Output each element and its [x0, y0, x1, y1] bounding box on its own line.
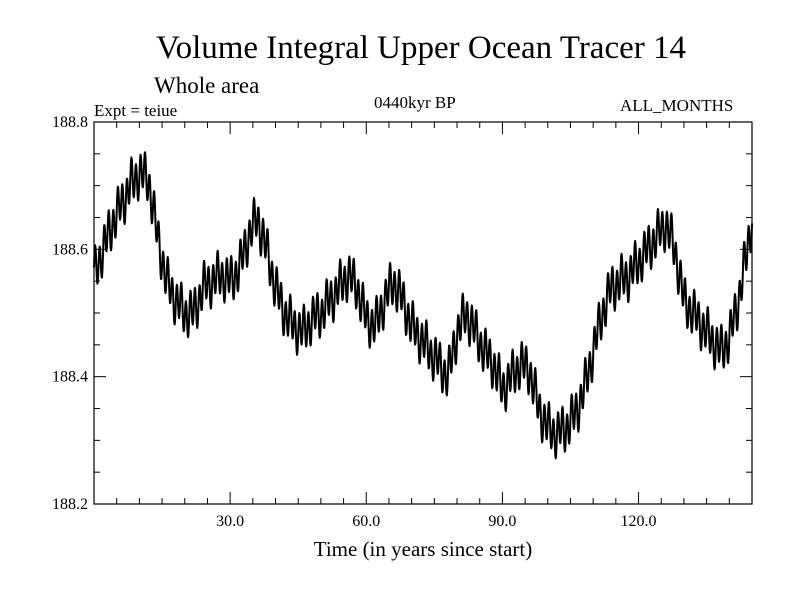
experiment-label: Expt = teiue — [94, 101, 178, 120]
chart-title: Volume Integral Upper Ocean Tracer 14 — [156, 30, 686, 66]
y-tick-label: 188.6 — [52, 241, 88, 258]
data-series-line — [93, 151, 753, 460]
x-tick-label: 120.0 — [621, 513, 657, 530]
axis-tick-labels: 30.0 60.0 90.0 120.0 188.2 188.4 188.6 188.8 — [52, 114, 657, 530]
x-tick-label: 60.0 — [352, 513, 380, 530]
chart-subtitle: Whole area — [154, 73, 260, 98]
y-tick-label: 188.8 — [52, 114, 88, 131]
y-tick-label: 188.4 — [52, 369, 88, 386]
period-label: 0440kyr BP — [374, 93, 456, 112]
y-tick-label: 188.2 — [52, 496, 88, 513]
x-tick-label: 30.0 — [216, 513, 244, 530]
x-tick-label: 90.0 — [488, 513, 516, 530]
axis-ticks — [94, 122, 752, 504]
months-label: ALL_MONTHS — [620, 96, 734, 115]
x-axis-title: Time (in years since start) — [313, 537, 533, 561]
